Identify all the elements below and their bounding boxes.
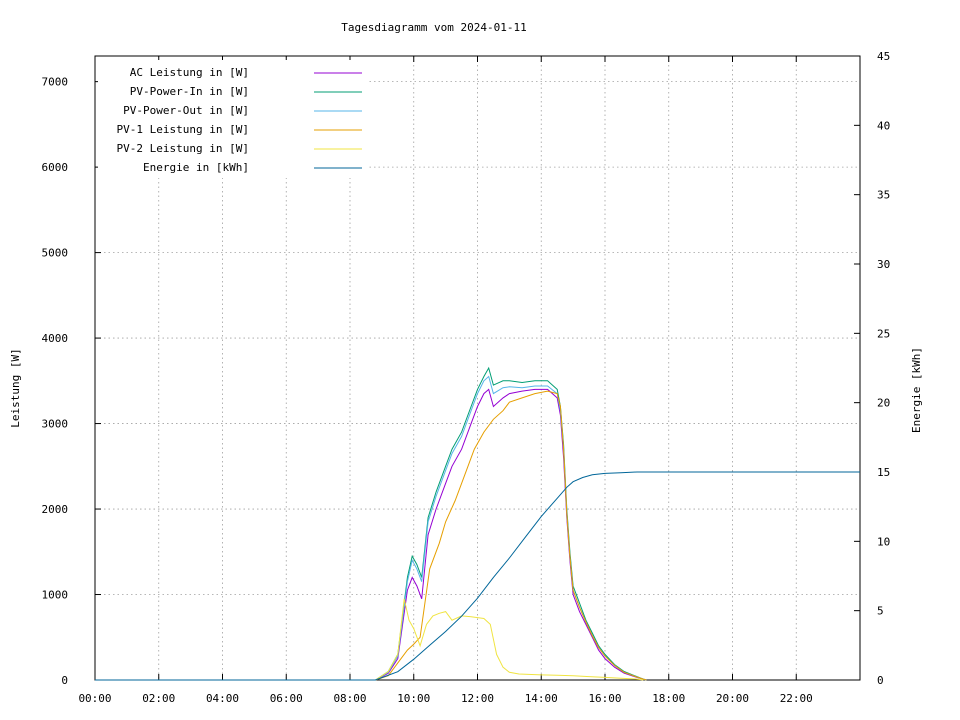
legend-label-1: AC Leistung in [W] <box>130 66 249 79</box>
series-line-6 <box>95 471 860 681</box>
x-tick-label: 00:00 <box>78 692 111 705</box>
y-tick-label: 7000 <box>42 76 69 89</box>
y-axis-label: Leistung [W] <box>9 348 22 427</box>
series-line-5 <box>375 598 644 681</box>
x-tick-label: 18:00 <box>652 692 685 705</box>
y2-tick-label: 15 <box>877 466 890 479</box>
legend: AC Leistung in [W] PV-Power-In in [W] PV-P… <box>98 60 368 178</box>
y2-tick-label: 35 <box>877 189 890 202</box>
x-tick-label: 16:00 <box>588 692 621 705</box>
x-tick-label: 14:00 <box>525 692 558 705</box>
x-tick-label: 08:00 <box>333 692 366 705</box>
legend-label-2: PV-Power-In in [W] <box>130 85 249 98</box>
y-tick-label: 5000 <box>42 247 69 260</box>
y2-axis-label: Energie [kWh] <box>910 347 923 433</box>
y2-axis: 0 5 10 15 20 25 30 35 40 45 <box>854 50 890 687</box>
y-tick-label: 3000 <box>42 418 69 431</box>
series-line-2 <box>375 366 647 681</box>
y-tick-label: 4000 <box>42 332 69 345</box>
legend-background <box>98 60 368 178</box>
y2-tick-label: 20 <box>877 397 890 410</box>
legend-label-4: PV-1 Leistung in [W] <box>117 123 249 136</box>
x-tick-label: 22:00 <box>780 692 813 705</box>
x-tick-label: 12:00 <box>461 692 494 705</box>
series-line-4 <box>375 390 647 681</box>
y2-tick-label: 30 <box>877 258 890 271</box>
x-tick-label: 02:00 <box>142 692 175 705</box>
y2-tick-label: 0 <box>877 674 884 687</box>
series-lines <box>95 366 860 681</box>
y-tick-label: 1000 <box>42 589 69 602</box>
y-tick-label: 6000 <box>42 161 69 174</box>
series-line-1 <box>375 388 647 681</box>
x-tick-label: 04:00 <box>206 692 239 705</box>
legend-label-5: PV-2 Leistung in [W] <box>117 142 249 155</box>
legend-label-3: PV-Power-Out in [W] <box>123 104 249 117</box>
y-axis: 0 1000 2000 3000 4000 5000 6000 7000 <box>42 76 101 687</box>
y-tick-label: 0 <box>61 674 68 687</box>
x-tick-label: 06:00 <box>270 692 303 705</box>
x-tick-label: 20:00 <box>716 692 749 705</box>
y-tick-label: 2000 <box>42 503 69 516</box>
y2-tick-label: 25 <box>877 327 890 340</box>
y2-tick-label: 5 <box>877 605 884 618</box>
y2-tick-label: 40 <box>877 119 890 132</box>
x-tick-label: 10:00 <box>397 692 430 705</box>
y2-tick-label: 45 <box>877 50 890 63</box>
x-axis: 00:00 02:00 04:00 06:00 08:00 10:00 12:00 14:00… <box>78 56 813 705</box>
y2-tick-label: 10 <box>877 535 890 548</box>
legend-label-6: Energie in [kWh] <box>143 161 249 174</box>
chart-title: Tagesdiagramm vom 2024-01-11 <box>341 21 526 34</box>
